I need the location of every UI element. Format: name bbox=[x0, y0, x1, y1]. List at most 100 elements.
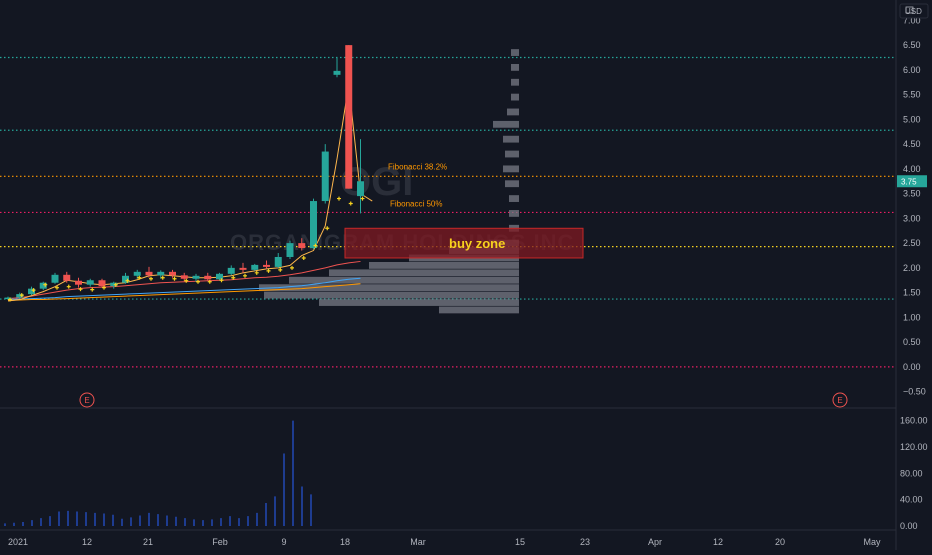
candle-body[interactable] bbox=[133, 271, 141, 276]
price-axis[interactable]: 7.00 6.50 6.00 5.50 5.00 4.50 4.00 3.50 3.00 2.50… bbox=[903, 15, 926, 396]
time-tick-label: 12 bbox=[713, 537, 723, 547]
currency-selector[interactable]: USD bbox=[899, 3, 929, 19]
dot-marker bbox=[207, 279, 212, 284]
candle-body[interactable] bbox=[298, 243, 306, 249]
candle-body[interactable] bbox=[321, 151, 329, 202]
volume-tick-label: 160.00 bbox=[900, 416, 928, 426]
buy-zone-rect[interactable] bbox=[344, 227, 584, 259]
dot-marker bbox=[196, 279, 200, 284]
volume-tick-label: 40.00 bbox=[900, 495, 923, 505]
price-tick-label: 1.00 bbox=[903, 312, 921, 322]
time-tick-label: Feb bbox=[212, 537, 228, 547]
time-tick-label: 9 bbox=[281, 537, 286, 547]
time-axis[interactable]: 2021 12 21 Feb 9 18 Mar 15 23 Apr 12 20 May bbox=[8, 537, 881, 547]
dot-markers bbox=[8, 196, 365, 302]
dot-marker bbox=[172, 276, 177, 281]
candle-body[interactable] bbox=[86, 280, 94, 285]
dot-marker bbox=[55, 285, 59, 290]
dot-marker bbox=[313, 243, 318, 248]
dot-marker bbox=[243, 273, 247, 278]
candle-body[interactable] bbox=[216, 273, 223, 280]
dot-marker bbox=[254, 270, 259, 275]
time-tick-label: May bbox=[863, 537, 881, 547]
dot-marker bbox=[8, 297, 12, 302]
time-tick-label: 15 bbox=[515, 537, 525, 547]
candle-body[interactable] bbox=[180, 275, 188, 279]
candle-body[interactable] bbox=[4, 297, 12, 300]
candle-body[interactable] bbox=[63, 274, 71, 281]
dot-marker bbox=[184, 278, 189, 283]
candle-body[interactable] bbox=[122, 275, 129, 283]
dot-marker bbox=[219, 278, 224, 283]
candle-body[interactable] bbox=[145, 271, 153, 276]
volume-profile-row bbox=[511, 93, 519, 101]
volume-profile-row bbox=[511, 49, 519, 56]
price-tick-label: 2.50 bbox=[903, 238, 921, 248]
candle-body[interactable] bbox=[251, 264, 259, 270]
candle-body[interactable] bbox=[28, 288, 35, 295]
moving-average-line bbox=[7, 277, 361, 301]
candle-body[interactable] bbox=[310, 201, 317, 249]
price-tick-label: 3.00 bbox=[903, 213, 921, 223]
time-tick-label: 23 bbox=[580, 537, 590, 547]
dot-marker bbox=[160, 275, 165, 280]
dot-marker bbox=[19, 293, 24, 298]
candle-body[interactable] bbox=[75, 280, 82, 285]
candle-body[interactable] bbox=[274, 256, 282, 267]
earnings-marker-circle[interactable] bbox=[79, 392, 95, 408]
price-tick-label: 3.50 bbox=[903, 189, 921, 199]
dot-marker bbox=[301, 255, 306, 260]
moving-average-line bbox=[7, 260, 361, 300]
dot-marker bbox=[348, 201, 353, 206]
candle-body[interactable] bbox=[357, 181, 364, 197]
buy-zone-box[interactable]: buy zone bbox=[344, 227, 584, 259]
candle-body[interactable] bbox=[169, 271, 176, 276]
candle-body[interactable] bbox=[51, 274, 59, 283]
annotations: Fibonacci 38.2% Fibonacci 50% bbox=[388, 162, 447, 208]
candle-body[interactable] bbox=[192, 275, 200, 279]
dot-marker bbox=[360, 196, 365, 201]
time-tick-label: 18 bbox=[340, 537, 350, 547]
fibonacci-label: Fibonacci 38.2% bbox=[388, 162, 447, 171]
earnings-marker-label: E bbox=[84, 396, 89, 405]
dot-marker bbox=[43, 282, 48, 287]
dot-marker bbox=[113, 282, 118, 287]
volume-profile-row bbox=[503, 165, 519, 173]
lock-icon[interactable] bbox=[905, 6, 914, 14]
candle-body[interactable] bbox=[263, 264, 270, 267]
candle-body[interactable] bbox=[204, 275, 212, 280]
buy-zone-label: buy zone bbox=[449, 236, 505, 251]
candle-body[interactable] bbox=[345, 45, 353, 189]
dot-marker bbox=[90, 287, 95, 292]
dot-marker bbox=[290, 265, 294, 270]
dot-marker bbox=[78, 287, 83, 292]
candle-body[interactable] bbox=[286, 243, 294, 257]
price-tick-label: 5.50 bbox=[903, 90, 921, 100]
candle-body[interactable] bbox=[239, 267, 247, 270]
earnings-marker-circle[interactable] bbox=[832, 392, 848, 408]
volume-profile-row bbox=[509, 195, 519, 202]
dot-marker bbox=[102, 285, 106, 290]
price-tick-label: 6.00 bbox=[903, 65, 921, 75]
dot-marker bbox=[337, 196, 341, 201]
candle-body[interactable] bbox=[39, 282, 47, 289]
candle-body[interactable] bbox=[227, 267, 235, 274]
candle-body[interactable] bbox=[333, 70, 341, 75]
price-tick-label: 4.00 bbox=[903, 164, 921, 174]
price-tick-label: −0.50 bbox=[903, 387, 926, 397]
candle-body[interactable] bbox=[157, 271, 165, 276]
dot-marker bbox=[125, 278, 130, 283]
dot-marker bbox=[278, 267, 283, 272]
candle-body[interactable] bbox=[16, 294, 24, 298]
price-tick-label: 4.50 bbox=[903, 139, 921, 149]
time-tick-label: 21 bbox=[143, 537, 153, 547]
moving-average-line bbox=[7, 283, 361, 302]
last-price-tag: 3.75 bbox=[897, 175, 927, 188]
volume-axis[interactable]: 160.00 120.00 80.00 40.00 0.00 bbox=[900, 416, 928, 531]
fibonacci-label: Fibonacci 50% bbox=[390, 200, 442, 209]
candle-body[interactable] bbox=[98, 280, 106, 287]
volume-tick-label: 0.00 bbox=[900, 521, 918, 531]
